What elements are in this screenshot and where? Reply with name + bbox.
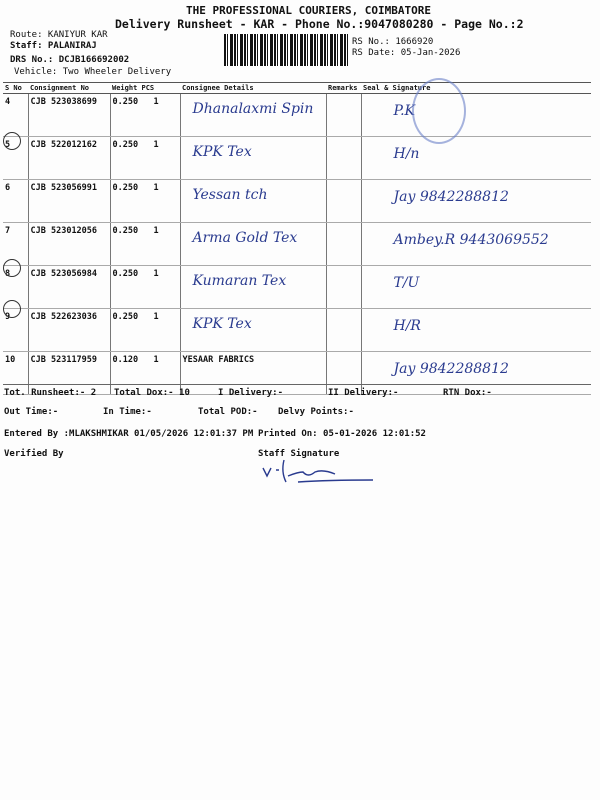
consignment-no: CJB 522012162	[30, 140, 98, 150]
staff: Staff: PALANIRAJ	[10, 41, 97, 51]
seal-signature: H/n	[393, 146, 420, 162]
i-delivery: I Delivery:-	[218, 388, 284, 398]
pcs: 1	[153, 140, 159, 150]
circle-mark	[3, 300, 21, 318]
seal-signature: Jay 9842288812	[393, 361, 509, 377]
serial-no: 4	[5, 97, 11, 107]
consignee: YESAAR FABRICS	[182, 355, 255, 365]
seal-signature: P.K	[393, 103, 416, 119]
pcs: 1	[153, 312, 159, 322]
consignment-no: CJB 523056984	[30, 269, 98, 279]
table-row: 6 CJB 523056991 0.250 1 Yessan tch Jay 9…	[3, 179, 591, 223]
circle-mark	[3, 132, 21, 150]
table-row: 7 CJB 523012056 0.250 1 Arma Gold Tex Am…	[3, 222, 591, 266]
total-dox: Total Dox:- 10	[114, 388, 190, 398]
printed-on: Printed On: 05-01-2026 12:01:52	[258, 429, 426, 439]
company-stamp	[412, 78, 466, 144]
staff-signature-label: Staff Signature	[258, 449, 340, 459]
column-header: Remarks	[326, 82, 361, 94]
column-header: Weight PCS	[110, 82, 180, 94]
rs-no: RS No.: 1666920	[352, 37, 434, 47]
table-row: 8 CJB 523056984 0.250 1 Kumaran Tex T/U	[3, 265, 591, 309]
weight: 0.250	[112, 269, 139, 279]
barcode	[224, 34, 348, 66]
in-time: In Time:-	[103, 407, 152, 417]
pcs: 1	[153, 97, 159, 107]
consignment-no: CJB 523117959	[30, 355, 98, 365]
seal-signature: Ambey.R 9443069552	[393, 232, 549, 248]
consignment-no: CJB 523012056	[30, 226, 98, 236]
consignee: Arma Gold Tex	[192, 230, 298, 246]
consignee: Yessan tch	[192, 187, 268, 203]
circle-mark	[3, 259, 21, 277]
delvy-points: Delvy Points:-	[278, 407, 354, 417]
out-time: Out Time:-	[4, 407, 59, 417]
weight: 0.250	[112, 312, 139, 322]
table-row: 4 CJB 523038699 0.250 1 Dhanalaxmi Spin …	[3, 93, 591, 137]
runsheet-subtitle: Delivery Runsheet - KAR - Phone No.:9047…	[115, 17, 524, 31]
serial-no: 10	[5, 355, 16, 365]
consignment-no: CJB 522623036	[30, 312, 98, 322]
pcs: 1	[153, 183, 159, 193]
weight: 0.250	[112, 183, 139, 193]
consignment-no: CJB 523038699	[30, 97, 98, 107]
rs-date: RS Date: 05-Jan-2026	[352, 48, 461, 58]
vehicle: Vehicle: Two Wheeler Delivery	[14, 67, 172, 77]
pcs: 1	[153, 226, 159, 236]
weight: 0.250	[112, 226, 139, 236]
drs-no: DRS No.: DCJB166692002	[10, 55, 130, 65]
entered-by: Entered By :MLAKSHMIKAR 01/05/2026 12:01…	[4, 429, 254, 439]
weight: 0.250	[112, 140, 139, 150]
ii-delivery: II Delivery:-	[328, 388, 399, 398]
consignment-no: CJB 523056991	[30, 183, 98, 193]
table-row: 5 CJB 522012162 0.250 1 KPK Tex H/n	[3, 136, 591, 180]
column-header: Consignment No	[28, 82, 110, 94]
pcs: 1	[153, 355, 159, 365]
weight: 0.120	[112, 355, 139, 365]
route: Route: KANIYUR KAR	[10, 30, 108, 40]
seal-signature: Jay 9842288812	[393, 189, 509, 205]
total-pod: Total POD:-	[198, 407, 258, 417]
rtn-dox: RTN Dox:-	[443, 388, 492, 398]
column-header: S No	[3, 82, 28, 94]
consignee: Dhanalaxmi Spin	[192, 101, 314, 117]
seal-signature: H/R	[393, 318, 421, 334]
consignment-table: S No Consignment No Weight PCS Consignee De…	[3, 82, 591, 395]
company-name: THE PROFESSIONAL COURIERS, COIMBATORE	[186, 4, 432, 17]
consignee: Kumaran Tex	[192, 273, 287, 289]
serial-no: 6	[5, 183, 11, 193]
pcs: 1	[153, 269, 159, 279]
column-header: Seal & Signature	[361, 82, 591, 94]
seal-signature: T/U	[393, 275, 420, 291]
tot-runsheet: Tot. Runsheet:- 2	[4, 388, 97, 398]
consignee: KPK Tex	[192, 144, 252, 160]
consignee: KPK Tex	[192, 316, 252, 332]
weight: 0.250	[112, 97, 139, 107]
table-row: 9 CJB 522623036 0.250 1 KPK Tex H/R	[3, 308, 591, 352]
serial-no: 7	[5, 226, 11, 236]
staff-signature	[262, 459, 374, 483]
verified-by: Verified By	[4, 449, 64, 459]
table-row: 10 CJB 523117959 0.120 1 YESAAR FABRICS …	[3, 351, 591, 395]
divider	[3, 384, 591, 385]
column-header: Consignee Details	[180, 82, 326, 94]
